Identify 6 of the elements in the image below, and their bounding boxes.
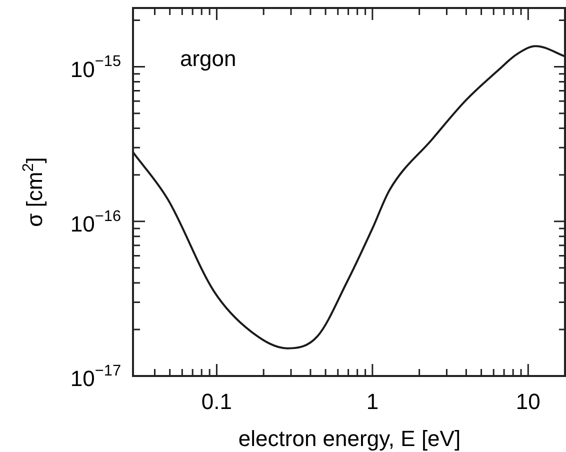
y-axis-title: σ [cm2] [20,157,47,227]
x-tick-label: 10 [516,389,540,414]
annotation: argon [180,46,236,71]
x-tick-label: 1 [366,389,379,414]
x-tick-label: 0.1 [201,389,232,414]
x-axis-title: electron energy, E [eV] [238,426,461,451]
